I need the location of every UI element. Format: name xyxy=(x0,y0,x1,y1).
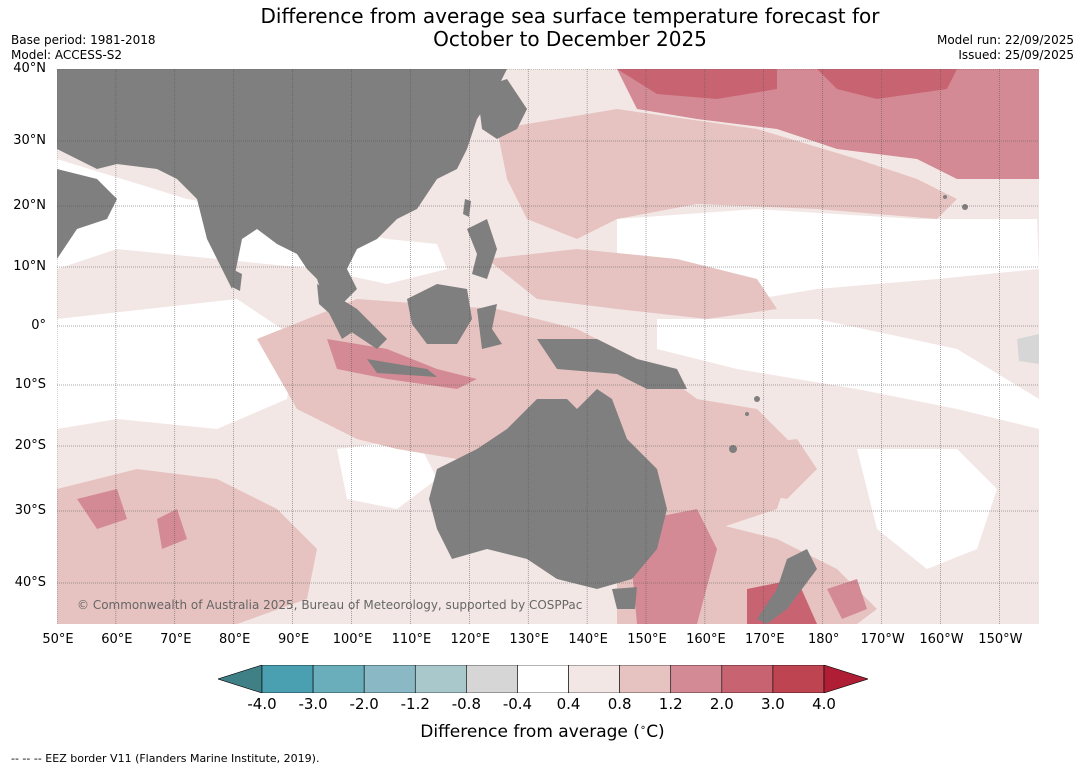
land-layer xyxy=(57,69,968,624)
colorbar-title: Difference from average (∘C) xyxy=(0,722,1085,742)
lon-label: 70°E xyxy=(160,632,192,647)
lat-label: 0° xyxy=(31,318,46,333)
lat-label: 10°N xyxy=(13,259,46,274)
colorbar-segment xyxy=(517,664,569,694)
colorbar-tick-label: 3.0 xyxy=(760,695,785,713)
issued-date: Issued: 25/09/2025 xyxy=(958,48,1074,62)
lon-label: 100°E xyxy=(332,632,373,647)
colorbar-segment xyxy=(363,664,416,694)
colorbar-segment xyxy=(670,664,723,694)
lon-label: 150°W xyxy=(978,632,1023,647)
colorbar-segment xyxy=(312,664,365,694)
model-name: Model: ACCESS-S2 xyxy=(11,48,123,62)
model-run: Model run: 22/09/2025 xyxy=(936,33,1074,47)
title-line-1: Difference from average sea surface temp… xyxy=(260,4,880,28)
meta-right: Model run: 22/09/2025 Issued: 25/09/2025 xyxy=(937,33,1074,63)
colorbar-tick-label: -0.4 xyxy=(502,695,533,713)
colorbar-segment xyxy=(466,664,518,694)
lat-label: 30°N xyxy=(13,133,46,148)
colorbar-title-text: Difference from average ( xyxy=(420,722,640,742)
lat-label: 30°S xyxy=(14,503,46,518)
graticule xyxy=(57,69,1039,624)
lon-label: 170°E xyxy=(745,632,785,647)
colorbar-tick-label: 1.2 xyxy=(658,695,683,713)
colorbar-tick-label: 0.4 xyxy=(556,695,581,713)
colorbar-tick-label: -4.0 xyxy=(247,695,277,713)
colorbar-segment xyxy=(414,664,467,694)
lon-label: 140°E xyxy=(568,632,608,647)
colorbar-segment xyxy=(772,664,825,694)
colorbar-segment xyxy=(721,664,774,694)
colorbar-tick-label: -1.2 xyxy=(400,695,430,713)
colorbar-tick-label: 4.0 xyxy=(812,695,836,713)
lon-label: 60°E xyxy=(101,632,133,647)
colorbar-tick-label: -0.8 xyxy=(451,695,481,713)
colorbar-svg xyxy=(217,664,869,694)
map-svg xyxy=(57,69,1039,624)
lon-label: 130°E xyxy=(509,632,549,647)
lon-label: 110°E xyxy=(391,632,432,647)
colorbar xyxy=(217,664,869,694)
title-line-2: October to December 2025 xyxy=(433,27,707,51)
colorbar-tick-label: 0.8 xyxy=(607,695,632,713)
base-period: Base period: 1981-2018 xyxy=(11,33,156,47)
lon-label: 90°E xyxy=(277,632,310,647)
lon-label: 150°E xyxy=(627,632,667,647)
lon-label: 50°E xyxy=(42,632,74,647)
lat-label: 40°S xyxy=(14,575,46,590)
colorbar-tick-label: -3.0 xyxy=(298,695,328,713)
colorbar-segment xyxy=(261,664,314,694)
lon-label: 160°E xyxy=(686,632,726,647)
lon-label: 120°E xyxy=(450,632,491,647)
lat-label: 10°S xyxy=(14,377,46,392)
map-title: Difference from average sea surface temp… xyxy=(0,5,1085,51)
meta-left: Base period: 1981-2018 Model: ACCESS-S2 xyxy=(11,33,156,63)
colorbar-extend-low xyxy=(217,664,263,694)
colorbar-extend-high xyxy=(823,664,869,694)
colorbar-title-end: C) xyxy=(646,722,665,742)
sst-anomaly-map[interactable]: © Commonwealth of Australia 2025, Bureau… xyxy=(57,69,1039,624)
lon-label: 160°W xyxy=(919,632,964,647)
lon-label: 170°W xyxy=(860,632,905,647)
lon-label: 180° xyxy=(808,632,840,647)
copyright-notice: © Commonwealth of Australia 2025, Bureau… xyxy=(77,598,583,612)
colorbar-segment xyxy=(619,664,672,694)
colorbar-segment xyxy=(568,664,620,694)
lat-label: 20°N xyxy=(13,198,46,213)
lat-label: 20°S xyxy=(14,438,46,453)
colorbar-tick-label: 2.0 xyxy=(709,695,734,713)
colorbar-title-degree: ∘ xyxy=(639,722,647,734)
lon-label: 80°E xyxy=(219,632,251,647)
colorbar-tick-label: -2.0 xyxy=(349,695,379,713)
eez-footnote: -- -- -- EEZ border V11 (Flanders Marine… xyxy=(11,752,320,765)
lat-label: 40°N xyxy=(13,61,46,76)
